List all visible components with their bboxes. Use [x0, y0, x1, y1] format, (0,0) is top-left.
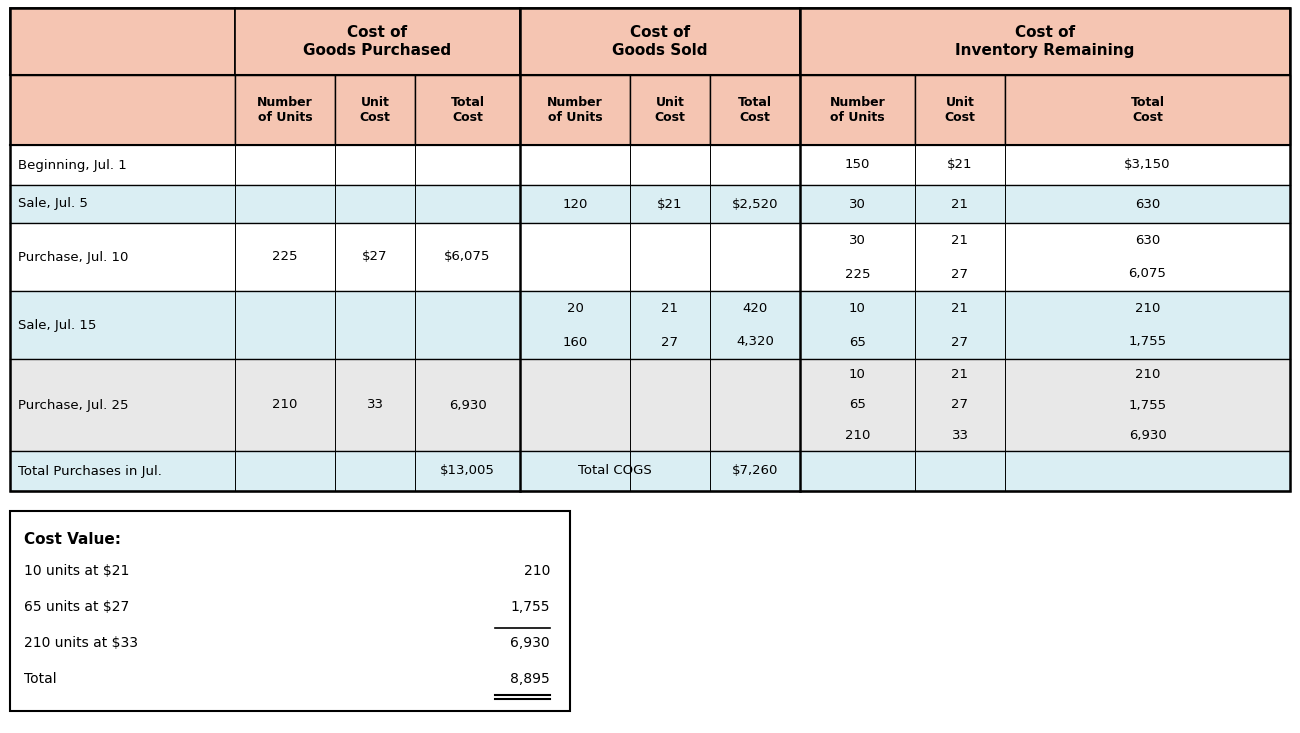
- Text: 6,930: 6,930: [1128, 429, 1166, 442]
- Bar: [10, 223, 1290, 291]
- Text: $6,075: $6,075: [445, 251, 490, 263]
- Text: Unit
Cost: Unit Cost: [360, 96, 390, 124]
- Text: Cost of
Inventory Remaining: Cost of Inventory Remaining: [956, 26, 1135, 58]
- Text: 27: 27: [952, 268, 968, 281]
- Bar: [10, 8, 235, 75]
- Bar: [10, 75, 235, 145]
- Bar: [10, 185, 1290, 223]
- Bar: [10, 511, 569, 711]
- Text: $3,150: $3,150: [1124, 158, 1171, 172]
- Text: Cost of
Goods Sold: Cost of Goods Sold: [612, 26, 707, 58]
- Text: 10: 10: [849, 301, 866, 314]
- Text: $21: $21: [948, 158, 972, 172]
- Text: Unit
Cost: Unit Cost: [655, 96, 685, 124]
- Text: 630: 630: [1135, 234, 1160, 246]
- Text: Unit
Cost: Unit Cost: [945, 96, 975, 124]
- Text: $27: $27: [363, 251, 387, 263]
- Text: Purchase, Jul. 25: Purchase, Jul. 25: [18, 399, 129, 411]
- Text: Total COGS: Total COGS: [578, 465, 651, 477]
- Bar: [10, 451, 1290, 491]
- Text: 160: 160: [563, 336, 588, 348]
- Text: 120: 120: [563, 197, 588, 210]
- Text: 65: 65: [849, 399, 866, 411]
- Text: 6,930: 6,930: [448, 399, 486, 411]
- Bar: [520, 75, 630, 145]
- Text: 6,930: 6,930: [511, 636, 550, 650]
- Text: Sale, Jul. 5: Sale, Jul. 5: [18, 197, 88, 210]
- Text: 225: 225: [272, 251, 298, 263]
- Bar: [800, 8, 1290, 75]
- Text: 420: 420: [742, 301, 767, 314]
- Text: 210: 210: [845, 429, 870, 442]
- Text: 1,755: 1,755: [1128, 399, 1166, 411]
- Bar: [630, 75, 710, 145]
- Text: Beginning, Jul. 1: Beginning, Jul. 1: [18, 158, 127, 172]
- Text: 27: 27: [662, 336, 679, 348]
- Text: Total: Total: [23, 672, 57, 686]
- Bar: [915, 75, 1005, 145]
- Text: 27: 27: [952, 336, 968, 348]
- Text: 1,755: 1,755: [511, 600, 550, 614]
- Text: 10 units at $21: 10 units at $21: [23, 564, 130, 578]
- Text: 210: 210: [1135, 368, 1160, 381]
- Text: Number
of Units: Number of Units: [257, 96, 313, 124]
- Bar: [800, 75, 915, 145]
- Bar: [235, 8, 520, 75]
- Text: $21: $21: [658, 197, 682, 210]
- Text: Number
of Units: Number of Units: [829, 96, 885, 124]
- Bar: [710, 75, 800, 145]
- Text: Total
Cost: Total Cost: [738, 96, 772, 124]
- Text: 21: 21: [952, 368, 968, 381]
- Bar: [1005, 75, 1290, 145]
- Text: 225: 225: [845, 268, 870, 281]
- Text: 21: 21: [952, 301, 968, 314]
- Text: Total Purchases in Jul.: Total Purchases in Jul.: [18, 465, 162, 477]
- Text: $13,005: $13,005: [441, 465, 495, 477]
- Text: 4,320: 4,320: [736, 336, 774, 348]
- Text: 20: 20: [567, 301, 584, 314]
- Text: Purchase, Jul. 10: Purchase, Jul. 10: [18, 251, 129, 263]
- Text: 6,075: 6,075: [1128, 268, 1166, 281]
- Text: Total
Cost: Total Cost: [1131, 96, 1165, 124]
- Text: 65: 65: [849, 336, 866, 348]
- Text: 30: 30: [849, 234, 866, 246]
- Text: 210 units at $33: 210 units at $33: [23, 636, 138, 650]
- Text: 65 units at $27: 65 units at $27: [23, 600, 129, 614]
- Text: 210: 210: [524, 564, 550, 578]
- Text: $2,520: $2,520: [732, 197, 779, 210]
- Bar: [520, 8, 800, 75]
- Bar: [10, 359, 1290, 451]
- Text: 30: 30: [849, 197, 866, 210]
- Text: 33: 33: [367, 399, 384, 411]
- Text: 210: 210: [1135, 301, 1160, 314]
- Text: 21: 21: [662, 301, 679, 314]
- Text: 10: 10: [849, 368, 866, 381]
- Text: Cost of
Goods Purchased: Cost of Goods Purchased: [303, 26, 451, 58]
- Bar: [335, 75, 415, 145]
- Bar: [415, 75, 520, 145]
- Text: Total
Cost: Total Cost: [451, 96, 485, 124]
- Text: 33: 33: [952, 429, 968, 442]
- Bar: [10, 145, 1290, 185]
- Text: Cost Value:: Cost Value:: [23, 531, 121, 547]
- Text: Number
of Units: Number of Units: [547, 96, 603, 124]
- Text: 630: 630: [1135, 197, 1160, 210]
- Bar: [235, 75, 335, 145]
- Text: 21: 21: [952, 234, 968, 246]
- Text: Sale, Jul. 15: Sale, Jul. 15: [18, 319, 96, 331]
- Bar: [10, 8, 1290, 491]
- Bar: [10, 291, 1290, 359]
- Text: 27: 27: [952, 399, 968, 411]
- Text: 1,755: 1,755: [1128, 336, 1166, 348]
- Text: $7,260: $7,260: [732, 465, 779, 477]
- Text: 21: 21: [952, 197, 968, 210]
- Text: 8,895: 8,895: [510, 672, 550, 686]
- Text: 210: 210: [272, 399, 298, 411]
- Text: 150: 150: [845, 158, 870, 172]
